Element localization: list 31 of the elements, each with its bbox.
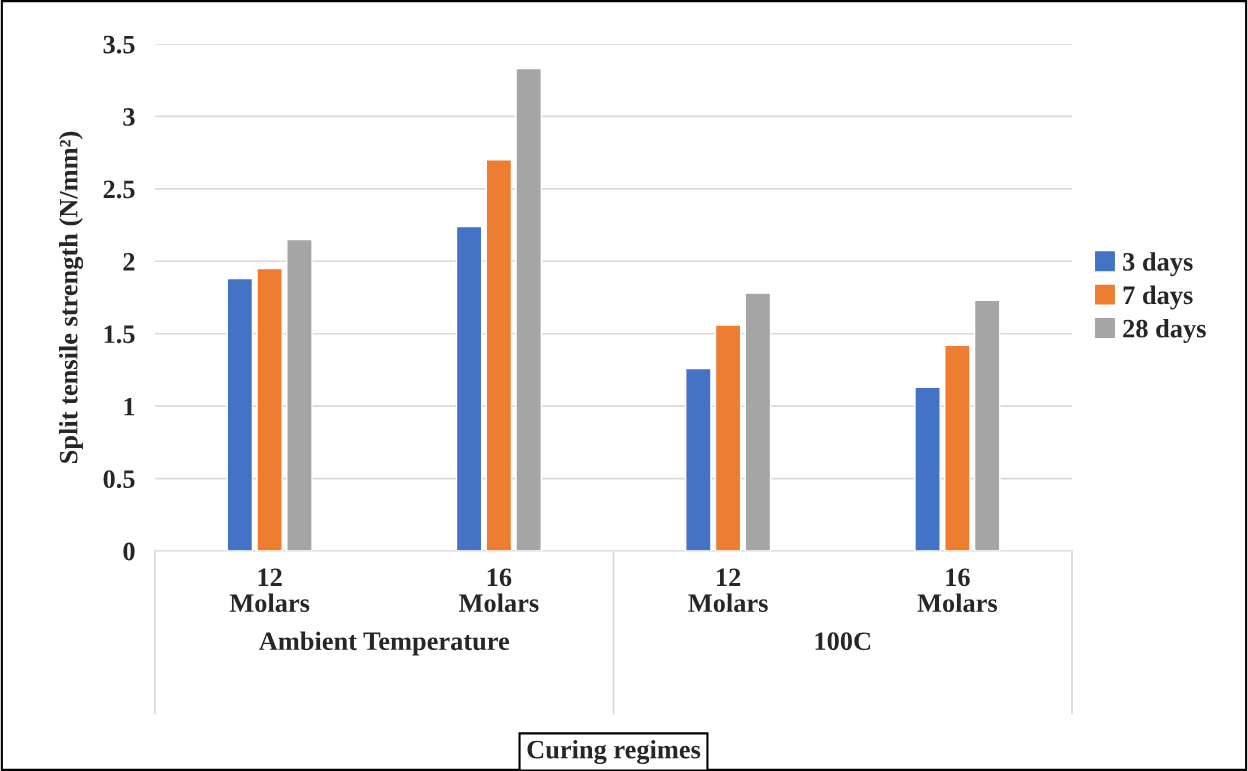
bar [914,386,941,551]
y-tick-label: 3 [123,108,135,126]
bar [973,299,1001,551]
legend-label: 7 days [1123,285,1193,310]
x-tick-label: 12 Molars [688,568,768,612]
bar [485,159,513,551]
text: 100C [815,632,871,651]
text: Ambient Temperature [259,631,510,656]
legend-label: 3 days [1123,252,1193,277]
y-tick-label: 0.5 [103,470,135,489]
bar [256,267,283,551]
y-axis-title: Split tensile strength (N/mm²) [58,131,84,463]
bar [226,277,254,551]
y-tick-label: 1.5 [104,325,135,344]
bar [944,344,971,551]
y-tick-label: 2.5 [103,180,135,199]
x-tick-label: 16 Molars [917,568,998,612]
bar [455,225,483,551]
bar [744,292,772,551]
x-tick-label: 12 Molars [229,568,310,612]
x-axis-title: Curing regimes [527,739,701,765]
x-tick-label: 16 Molars [459,568,539,612]
y-tick-label: 0 [123,542,135,561]
bar [515,67,542,551]
bar [714,324,742,551]
legend-label: 28 days [1123,318,1206,343]
y-tick-label: 1 [124,397,135,416]
bar [685,367,712,551]
y-tick-label: 3.5 [103,35,135,54]
y-tick-label: 2 [123,252,135,271]
bar [286,238,313,551]
